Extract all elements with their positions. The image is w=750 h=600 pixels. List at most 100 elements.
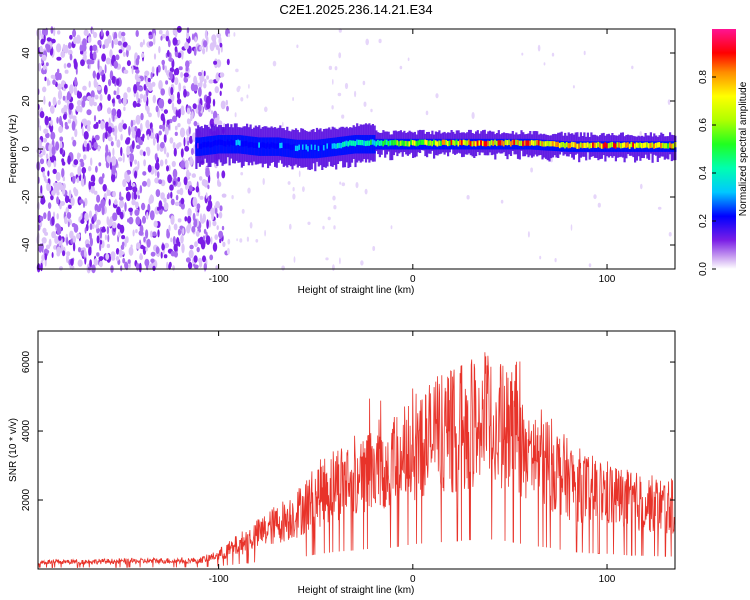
noise-blob bbox=[98, 162, 102, 167]
noise-blob bbox=[149, 210, 155, 221]
noise-blob bbox=[178, 241, 181, 247]
colorbar-tick-label: 0.8 bbox=[698, 70, 709, 84]
noise-blob bbox=[166, 194, 170, 200]
noise-blob bbox=[175, 194, 179, 201]
noise-blob bbox=[543, 62, 546, 66]
noise-blob bbox=[169, 137, 174, 144]
noise-blob bbox=[122, 51, 126, 57]
signal-cell bbox=[305, 144, 308, 150]
noise-blob bbox=[134, 170, 138, 179]
noise-blob bbox=[471, 112, 475, 119]
noise-blob bbox=[124, 261, 128, 269]
noise-blob bbox=[332, 264, 335, 271]
noise-blob bbox=[185, 257, 191, 263]
signal-cell bbox=[447, 140, 450, 147]
signal-cell bbox=[660, 143, 663, 149]
noise-blob bbox=[72, 235, 77, 244]
noise-blob bbox=[192, 103, 197, 110]
noise-blob bbox=[138, 230, 144, 236]
signal-cell bbox=[583, 142, 586, 148]
noise-blob bbox=[142, 39, 145, 46]
spectrogram-x-ticks: -100 0 100 bbox=[209, 29, 616, 285]
noise-blob bbox=[97, 39, 102, 46]
snr-series-line bbox=[37, 352, 675, 568]
noise-blob bbox=[206, 102, 211, 110]
noise-blob bbox=[121, 31, 126, 37]
noise-blob bbox=[210, 236, 213, 245]
signal-cell bbox=[646, 142, 649, 148]
noise-blob bbox=[174, 201, 180, 206]
signal-cell bbox=[539, 140, 542, 146]
noise-blob bbox=[166, 165, 169, 172]
noise-blob bbox=[58, 235, 62, 241]
noise-blob bbox=[205, 95, 212, 106]
noise-blob bbox=[38, 62, 41, 72]
noise-blob bbox=[66, 212, 72, 219]
noise-blob bbox=[372, 246, 376, 251]
noise-blob bbox=[56, 56, 62, 61]
snr-y-ticks: 2000 4000 6000 bbox=[21, 350, 675, 511]
signal-cell bbox=[392, 140, 395, 146]
noise-blob bbox=[554, 258, 557, 263]
noise-blob bbox=[93, 141, 98, 149]
signal-cell bbox=[564, 143, 567, 149]
noise-blob bbox=[39, 111, 45, 119]
noise-blob bbox=[390, 225, 393, 230]
noise-blob bbox=[183, 88, 187, 98]
noise-blob bbox=[354, 90, 357, 98]
noise-blob bbox=[219, 205, 223, 212]
noise-blob bbox=[115, 256, 120, 261]
signal-cell bbox=[445, 139, 448, 146]
signal-cell bbox=[600, 143, 603, 149]
signal-cell bbox=[195, 142, 198, 148]
noise-blob bbox=[93, 190, 98, 195]
signal-cell bbox=[499, 140, 502, 146]
signal-cell bbox=[487, 140, 490, 146]
noise-blob bbox=[227, 238, 231, 245]
noise-blob bbox=[86, 95, 92, 101]
noise-blob bbox=[83, 29, 89, 36]
noise-blob bbox=[76, 177, 80, 184]
noise-blob bbox=[190, 83, 196, 92]
signal-cell bbox=[611, 141, 614, 148]
noise-blob bbox=[90, 181, 96, 187]
signal-cell bbox=[370, 139, 373, 145]
noise-blob bbox=[153, 53, 157, 60]
noise-blob bbox=[119, 199, 125, 209]
noise-blob bbox=[218, 36, 222, 45]
noise-blob bbox=[77, 153, 81, 158]
noise-blob bbox=[163, 134, 167, 143]
noise-blob bbox=[52, 96, 57, 106]
noise-blob bbox=[63, 63, 67, 69]
noise-blob bbox=[166, 152, 170, 158]
signal-cell bbox=[282, 142, 285, 149]
signal-cell bbox=[497, 140, 500, 146]
noise-blob bbox=[332, 78, 334, 85]
noise-blob bbox=[196, 203, 201, 210]
signal-cell bbox=[298, 144, 301, 150]
signal-cell bbox=[212, 141, 215, 147]
noise-blob bbox=[170, 86, 174, 96]
noise-blob bbox=[296, 44, 299, 49]
noise-blob bbox=[593, 194, 597, 200]
signal-cell bbox=[520, 140, 523, 146]
noise-blob bbox=[240, 172, 244, 176]
noise-blob bbox=[98, 176, 104, 185]
noise-blob bbox=[93, 115, 97, 122]
noise-blob bbox=[211, 34, 217, 42]
noise-blob bbox=[61, 168, 65, 178]
noise-blob bbox=[135, 58, 140, 66]
noise-blob bbox=[122, 123, 128, 130]
noise-blob bbox=[154, 168, 157, 177]
noise-blob bbox=[122, 153, 125, 163]
signal-cell bbox=[525, 140, 528, 146]
noise-blob bbox=[39, 45, 43, 53]
noise-blob bbox=[56, 43, 62, 53]
noise-blob bbox=[80, 161, 85, 168]
noise-blob bbox=[74, 76, 78, 87]
noise-blob bbox=[248, 84, 250, 89]
noise-blob bbox=[92, 70, 97, 79]
noise-blob bbox=[85, 243, 91, 248]
noise-blob bbox=[69, 53, 73, 61]
signal-cell bbox=[354, 141, 357, 147]
